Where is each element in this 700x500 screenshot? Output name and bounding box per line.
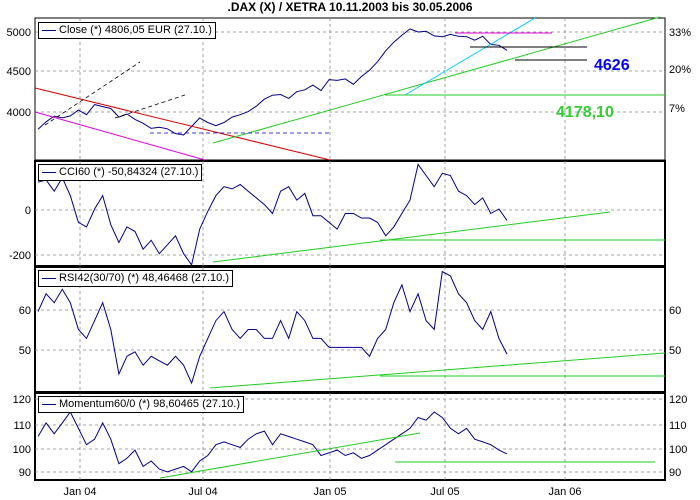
xtick-2: Jan 05 [313,486,346,498]
ytick-right-2-50: 50 [669,345,681,357]
panel-border-3 [34,392,666,481]
ytick-right-3-120: 120 [669,394,687,406]
legend-rsi: RSI42(30/70) (*) 48,46468 (27.10.) [38,270,233,287]
ytick-left-3-120: 120 [13,394,31,406]
ytick-right-3-90: 90 [669,467,681,479]
ytick-left-1-0: 0 [25,205,31,217]
xtick-3: Jul 05 [430,486,459,498]
legend-cci-text: CCI60 (*) -50,84324 (27.10.) [59,166,199,178]
annotation-4626: 4626 [594,57,630,74]
dashed-channel-1 [44,61,141,126]
ytick-left-2-50: 50 [19,345,31,357]
red-downtrend-line [34,87,331,161]
legend-cci-line-icon [42,171,56,173]
green-uptrend-line [212,16,661,144]
dashed-channel-2 [114,94,186,119]
legend-momentum: Momentum60/0 (*) 98,60465 (27.10.) [38,396,244,413]
ytick-right-0-33%: 33% [669,27,691,39]
chart-title: .DAX (X) / XETRA 10.11.2003 bis 30.05.20… [227,0,473,14]
ytick-left-3-100: 100 [13,444,31,456]
xtick-4: Jan 06 [548,486,581,498]
ytick-right-3-100: 100 [669,444,687,456]
series-line-3 [37,411,508,473]
ytick-left-0-4500: 4500 [7,66,31,78]
ytick-left-2-60: 60 [19,305,31,317]
legend-momentum-text: Momentum60/0 (*) 98,60465 (27.10.) [59,398,240,410]
legend-rsi-line-icon [42,277,56,279]
magenta-downtrend-line [34,111,206,161]
ytick-left-0-4000: 4000 [7,107,31,119]
cyan-trend-line [404,17,536,96]
series-line-0 [37,28,508,136]
legend-cci: CCI60 (*) -50,84324 (27.10.) [38,164,203,181]
legend-momentum-line-icon [42,403,56,405]
ytick-right-3-110: 110 [669,420,687,432]
xtick-0: Jan 04 [63,486,96,498]
ytick-right-2-60: 60 [669,305,681,317]
legend-price-line-icon [42,29,56,31]
ytick-right-0-20%: 20% [669,64,691,76]
series-line-2 [37,270,508,385]
ytick-left-3-90: 90 [19,467,31,479]
series-line-1 [37,163,508,267]
ytick-left-1--200: -200 [9,250,31,262]
annotation-4178: 4178,10 [556,104,614,121]
legend-price: Close (*) 4806,05 EUR (27.10.) [38,22,216,39]
legend-price-text: Close (*) 4806,05 EUR (27.10.) [59,24,212,36]
ytick-right-0-7%: 7% [669,103,685,115]
ytick-left-3-110: 110 [13,420,31,432]
cci-green-trend [212,211,611,263]
xtick-1: Jul 04 [188,486,217,498]
rsi-green-trend [209,352,666,389]
legend-rsi-text: RSI42(30/70) (*) 48,46468 (27.10.) [59,272,229,284]
ytick-left-0-5000: 5000 [7,27,31,39]
mom-green-trend [159,432,421,479]
